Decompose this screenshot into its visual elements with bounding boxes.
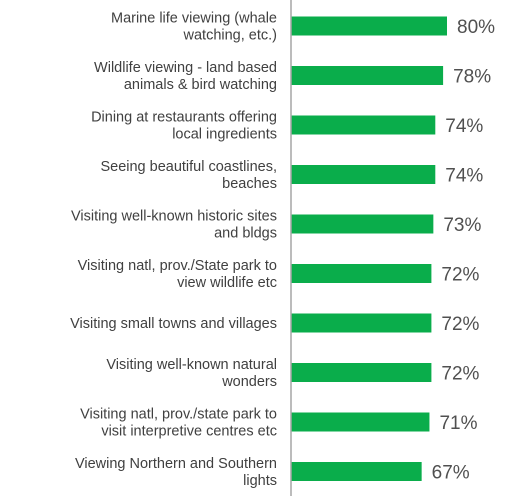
bar-6 [291,264,432,283]
value-label-9: 71% [439,413,477,434]
category-label-5: Visiting well-known historic sites and bl… [71,209,277,242]
value-label-2: 78% [453,67,491,88]
bar-3 [291,115,436,135]
category-label-2: Wildlife viewing - land based animals & b… [94,60,277,93]
category-label-line: local ingredients [172,127,277,143]
category-label-line: watching, etc.) [183,28,278,44]
bars-group [291,16,447,481]
category-label-line: visit interpretive centres etc [101,424,277,440]
category-label-line: view wildlife etc [177,275,277,291]
bar-4 [291,165,436,184]
bar-5 [291,214,434,234]
category-label-line: Visiting well-known natural [106,357,277,373]
bar-10 [291,462,422,481]
value-labels-group: 80% 78% 74% 74% 73% 72% 72% 72% 71% 67% [432,17,495,484]
category-label-3: Dining at restaurants offering local ingr… [91,110,277,143]
value-label-10: 67% [432,463,470,484]
category-label-line: Visiting natl, prov./State park to [78,258,277,274]
value-label-3: 74% [445,116,483,137]
category-label-1: Marine life viewing (whale watching, etc.… [111,11,277,44]
value-label-4: 74% [445,166,483,187]
category-label-line: beaches [222,176,277,192]
category-label-line: Dining at restaurants offering [91,110,277,126]
value-label-5: 73% [443,215,481,236]
category-label-line: animals & bird watching [124,77,277,93]
category-label-line: and bldgs [214,226,277,242]
category-label-10: Viewing Northern and Southern lights [75,456,277,489]
bar-1 [291,16,447,36]
bar-8 [291,363,432,382]
category-label-line: Visiting well-known historic sites [71,209,277,225]
category-label-line: Seeing beautiful coastlines, [100,159,277,175]
category-label-line: Visiting natl, prov./state park to [80,407,277,423]
category-label-line: lights [243,473,277,489]
bar-9 [291,412,430,432]
bar-7 [291,313,432,333]
value-label-8: 72% [441,364,479,385]
category-label-line: Marine life viewing (whale [111,11,277,27]
category-label-line: Wildlife viewing - land based [94,60,277,76]
category-label-8: Visiting well-known natural wonders [106,357,277,390]
value-label-7: 72% [441,314,479,335]
bar-2 [291,66,444,85]
category-label-4: Seeing beautiful coastlines, beaches [100,159,277,192]
value-label-6: 72% [441,265,479,286]
category-label-7: Visiting small towns and villages [70,316,277,332]
category-label-line: Visiting small towns and villages [70,316,277,332]
category-label-9: Visiting natl, prov./state park to visit … [80,407,277,440]
category-label-line: wonders [221,374,277,390]
category-labels-group: Marine life viewing (whale watching, etc.… [70,11,277,490]
value-label-1: 80% [457,17,495,38]
category-label-6: Visiting natl, prov./State park to view w… [78,258,277,291]
category-label-line: Viewing Northern and Southern [75,456,277,472]
